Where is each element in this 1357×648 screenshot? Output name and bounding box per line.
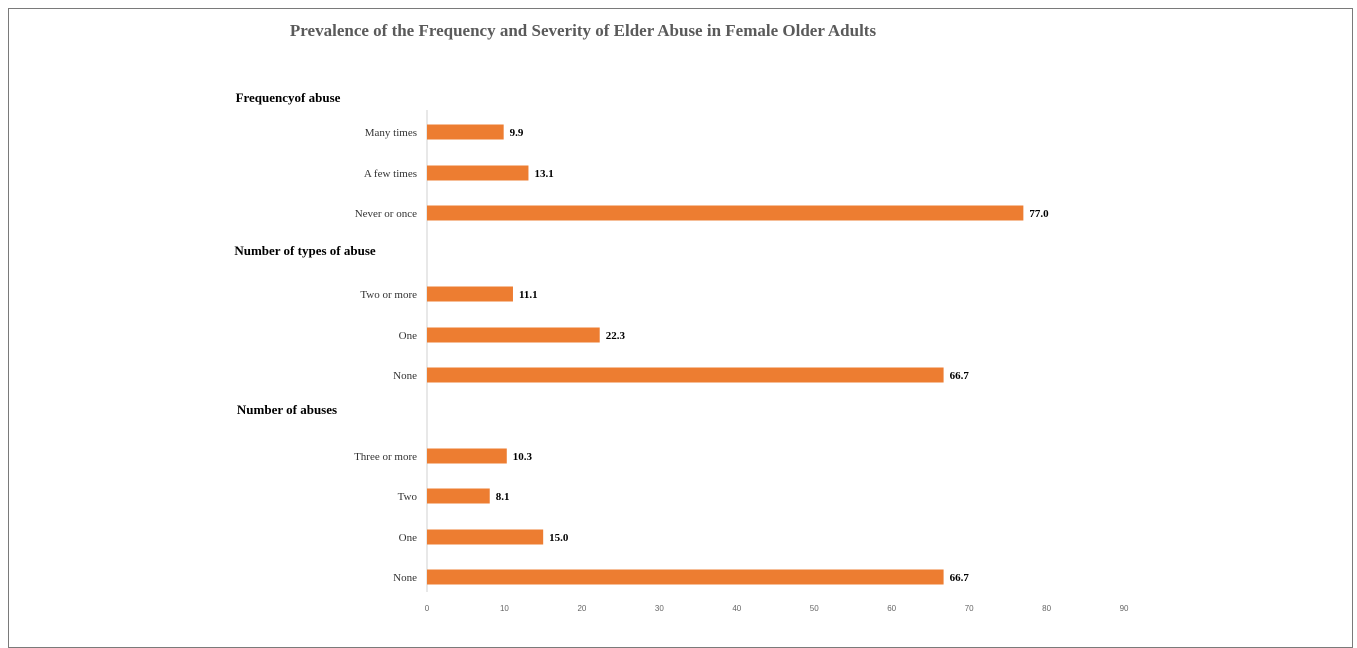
group-label: Number of types of abuse (234, 243, 376, 258)
x-tick-label: 60 (887, 604, 896, 613)
data-label: 13.1 (534, 168, 553, 180)
data-label: 66.7 (950, 370, 970, 382)
category-label: Never or once (355, 208, 417, 220)
chart-title: Prevalence of the Frequency and Severity… (290, 21, 877, 40)
plot-area: Frequencyof abuse Many times 9.9 A few time… (234, 90, 1049, 585)
group-label: Number of abuses (237, 402, 337, 417)
category-label: None (393, 370, 417, 382)
bar (427, 488, 490, 504)
bar (427, 286, 513, 302)
bar (427, 448, 507, 464)
data-label: 9.9 (510, 127, 524, 139)
x-tick-label: 70 (965, 604, 974, 613)
x-tick-label: 0 (425, 604, 430, 613)
data-label: 77.0 (1029, 208, 1049, 220)
x-tick-label: 80 (1042, 604, 1051, 613)
group-label: Frequencyof abuse (236, 90, 341, 105)
data-label: 15.0 (549, 532, 569, 544)
category-label: One (399, 330, 417, 342)
x-tick-label: 40 (732, 604, 741, 613)
data-label: 10.3 (513, 451, 533, 463)
bar (427, 367, 944, 383)
data-label: 8.1 (496, 491, 510, 503)
category-label: Many times (365, 127, 417, 139)
category-label: A few times (364, 168, 417, 180)
bar-chart: Prevalence of the Frequency and Severity… (234, 21, 1129, 613)
category-label: Three or more (354, 451, 417, 463)
bar (427, 124, 504, 140)
data-label: 66.7 (950, 572, 970, 584)
chart-frame (8, 8, 1353, 648)
bar (427, 165, 529, 181)
x-tick-label: 50 (810, 604, 819, 613)
x-tick-label: 20 (577, 604, 586, 613)
category-label: Two (398, 491, 418, 503)
x-tick-label: 10 (500, 604, 509, 613)
value-axis-ticks: 0 10 20 30 40 50 60 70 80 90 (425, 604, 1129, 613)
data-label: 11.1 (519, 289, 538, 301)
bar (427, 529, 544, 545)
data-label: 22.3 (606, 330, 626, 342)
category-label: None (393, 572, 417, 584)
category-label: One (399, 532, 417, 544)
bar (427, 327, 600, 343)
bar (427, 569, 944, 585)
category-label: Two or more (360, 289, 417, 301)
bar (427, 205, 1024, 221)
x-tick-label: 30 (655, 604, 664, 613)
x-tick-label: 90 (1120, 604, 1129, 613)
